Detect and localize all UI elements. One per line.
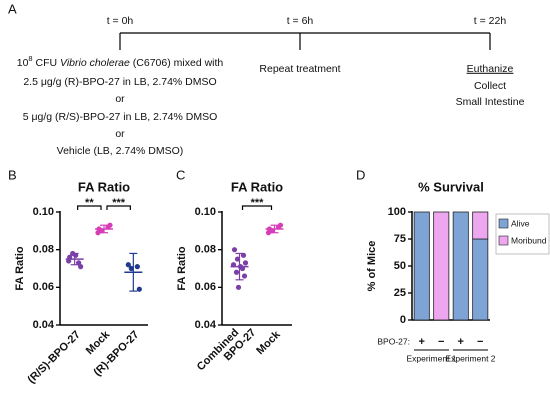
significance-bracket — [106, 205, 131, 210]
bar-segment — [472, 238, 489, 321]
data-point — [265, 230, 272, 236]
significance-label: *** — [251, 197, 265, 209]
legend-swatch — [498, 218, 509, 229]
panel-letter: C — [176, 167, 185, 182]
data-point — [241, 273, 248, 279]
treatment-line: 5 μg/g (R/S)-BPO-27 in LB, 2.74% DMSO — [23, 111, 218, 123]
y-tick-label: 0.10 — [33, 206, 54, 218]
x-tick-label: − — [477, 336, 483, 348]
panel-letter: D — [356, 167, 365, 182]
data-point — [231, 247, 238, 253]
legend-swatch — [498, 235, 509, 246]
significance-label: *** — [112, 197, 126, 209]
treatment-line: Vehicle (LB, 2.74% DMSO) — [57, 145, 184, 157]
y-tick-label: 0.04 — [33, 319, 55, 331]
time-label: t = 6h — [287, 15, 314, 27]
x-tick-label: + — [419, 336, 425, 348]
legend-label: Alive — [511, 218, 530, 228]
panel-letter: A — [8, 1, 17, 16]
y-tick-label: 100 — [388, 206, 406, 218]
time-label: t = 0h — [107, 15, 134, 27]
end-label: Collect — [474, 80, 506, 92]
data-point — [233, 269, 240, 275]
text: Vibrio cholerae — [60, 57, 130, 69]
data-point — [107, 222, 113, 228]
y-tick-label: 0.04 — [195, 319, 217, 331]
data-point — [277, 222, 284, 228]
legend-label: Moribund — [511, 235, 547, 245]
end-label: Small Intestine — [456, 96, 525, 108]
treatment-line: 2.5 μg/g (R)-BPO-27 in LB, 2.74% DMSO — [23, 76, 216, 88]
y-tick-label: 0.06 — [195, 281, 216, 293]
treatment-line: or — [115, 93, 125, 105]
x-tick-label: + — [458, 336, 464, 348]
y-tick-label: 0.08 — [195, 244, 216, 256]
bar-segment — [472, 211, 489, 240]
end-label: Euthanize — [467, 63, 514, 75]
bar-segment — [413, 211, 430, 321]
text: CFU — [33, 57, 60, 69]
x-tick-label: − — [438, 336, 444, 348]
y-axis-label: FA Ratio — [14, 246, 26, 290]
data-point — [242, 260, 249, 266]
chart-title: FA Ratio — [231, 179, 283, 194]
group-label: Experiment 2 — [445, 353, 495, 363]
repeat-label: Repeat treatment — [259, 63, 340, 75]
data-point — [125, 262, 131, 268]
y-tick-label: 0.10 — [195, 206, 216, 218]
treatment-line: or — [115, 128, 125, 140]
x-tick-label: Mock — [254, 328, 283, 357]
bar-segment — [452, 211, 469, 321]
y-axis-label: FA Ratio — [176, 246, 188, 290]
data-point — [95, 230, 101, 236]
chart-title: FA Ratio — [78, 179, 130, 194]
significance-label: ** — [85, 197, 94, 209]
data-point — [136, 286, 142, 292]
data-point — [128, 265, 134, 272]
y-tick-label: 75 — [394, 233, 406, 245]
y-tick-label: 0 — [400, 314, 406, 326]
row-label: BPO-27: — [377, 336, 410, 346]
significance-bracket — [241, 205, 273, 210]
data-point — [234, 256, 241, 262]
data-point — [78, 264, 84, 270]
superscript: 8 — [28, 54, 32, 63]
group-label: Experiment 1 — [406, 353, 456, 363]
panel-letter: B — [8, 167, 17, 182]
y-axis-label: % of Mice — [366, 241, 378, 292]
y-tick-label: 50 — [394, 260, 406, 272]
y-tick-label: 25 — [394, 287, 406, 299]
data-point — [134, 264, 140, 270]
data-point — [235, 284, 242, 290]
x-tick-label: (R/S)-BPO-27 — [26, 329, 83, 386]
bar-segment — [433, 211, 450, 321]
chart-title: % Survival — [418, 179, 484, 194]
text: 10 — [17, 57, 29, 69]
time-label: t = 22h — [474, 15, 507, 27]
y-tick-label: 0.06 — [33, 281, 54, 293]
significance-bracket — [77, 205, 102, 210]
treatment-line: 108 CFU Vibrio cholerae (C6706) mixed wi… — [17, 54, 224, 69]
y-tick-label: 0.08 — [33, 244, 54, 256]
text: (C6706) mixed with — [130, 57, 224, 69]
